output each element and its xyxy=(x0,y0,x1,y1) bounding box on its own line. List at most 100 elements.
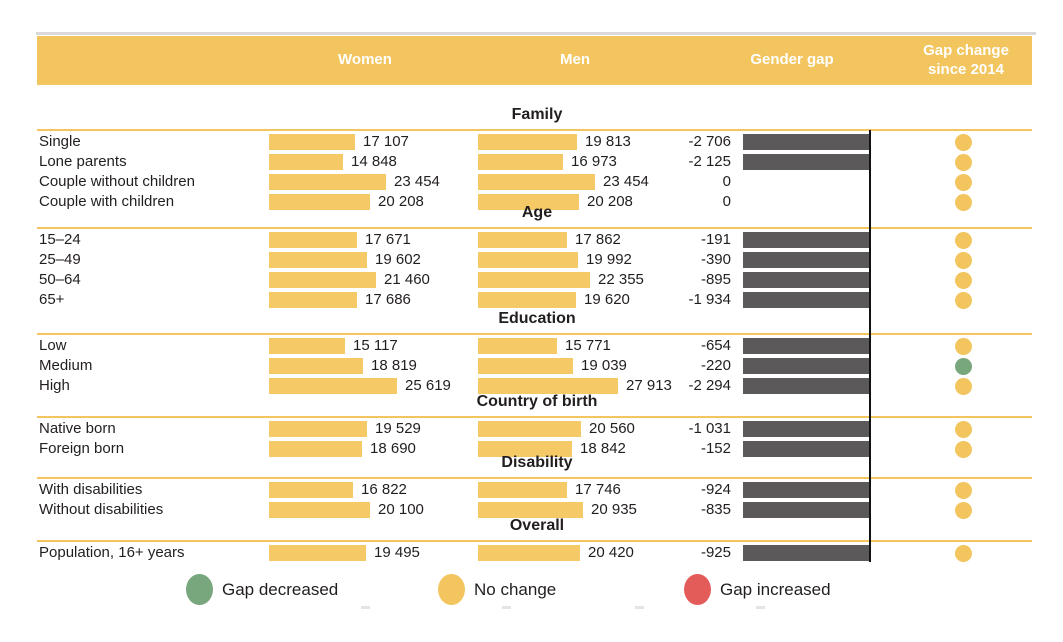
gap-increased-dot-icon xyxy=(684,574,711,605)
men-bar xyxy=(478,441,572,457)
gender-gap-value: -390 xyxy=(700,251,731,268)
column-header-bar xyxy=(37,36,1032,85)
section-title: Overall xyxy=(509,517,565,534)
gender-gap-value: 0 xyxy=(722,173,731,190)
row-label: Low xyxy=(39,337,67,354)
women-bar xyxy=(269,502,370,518)
men-value: 18 842 xyxy=(580,440,626,457)
gap-decreased-dot-icon xyxy=(186,574,213,605)
section-divider xyxy=(37,227,1032,229)
women-value: 17 686 xyxy=(365,291,411,308)
gender-gap-value: -895 xyxy=(700,271,731,288)
men-value: 19 813 xyxy=(585,133,631,150)
men-value: 20 208 xyxy=(587,193,633,210)
section-divider xyxy=(37,129,1032,131)
gap-change-dot xyxy=(955,338,972,355)
gap-change-dot xyxy=(955,358,972,375)
gender-gap-value: -925 xyxy=(700,544,731,561)
men-value: 20 935 xyxy=(591,501,637,518)
gender-gap-value: -2 706 xyxy=(688,133,731,150)
women-value: 23 454 xyxy=(394,173,440,190)
no-change-dot-icon xyxy=(438,574,465,605)
men-value: 19 620 xyxy=(584,291,630,308)
men-bar xyxy=(478,338,557,354)
section-title: Age xyxy=(521,204,553,221)
men-bar xyxy=(478,482,567,498)
section-title: Disability xyxy=(501,454,573,471)
women-bar xyxy=(269,378,397,394)
women-value: 18 690 xyxy=(370,440,416,457)
gap-change-dot xyxy=(955,232,972,249)
gender-gap-value: -1 934 xyxy=(688,291,731,308)
gender-gap-value: -2 294 xyxy=(688,377,731,394)
row-label: Without disabilities xyxy=(39,501,164,518)
column-header-gap-change: Gap change since 2014 xyxy=(923,41,1009,78)
row-label: Couple with children xyxy=(39,193,175,210)
women-bar xyxy=(269,421,367,437)
legend-label: Gap decreased xyxy=(222,580,339,599)
gender-gap-value: 0 xyxy=(722,193,731,210)
men-bar xyxy=(478,292,576,308)
women-value: 19 602 xyxy=(375,251,421,268)
gap-change-dot xyxy=(955,252,972,269)
row-label: 25–49 xyxy=(39,251,81,268)
women-value: 14 848 xyxy=(351,153,397,170)
gap-change-dot xyxy=(955,272,972,289)
men-value: 15 771 xyxy=(565,337,611,354)
gender-gap-value: -191 xyxy=(700,231,731,248)
women-value: 21 460 xyxy=(384,271,430,288)
faint-artifact-dash xyxy=(635,606,644,609)
row-label: Lone parents xyxy=(39,153,127,170)
men-bar xyxy=(478,421,581,437)
gender-gap-bar xyxy=(743,154,869,170)
men-value: 20 420 xyxy=(588,544,634,561)
row-label: Single xyxy=(39,133,81,150)
men-bar xyxy=(478,134,577,150)
gender-gap-value: -152 xyxy=(700,440,731,457)
men-value: 19 039 xyxy=(581,357,627,374)
men-bar xyxy=(478,545,580,561)
gender-gap-bar xyxy=(743,378,869,394)
row-label: Population, 16+ years xyxy=(39,544,185,561)
gender-gap-value: -835 xyxy=(700,501,731,518)
men-value: 23 454 xyxy=(603,173,649,190)
men-value: 20 560 xyxy=(589,420,635,437)
section-title: Country of birth xyxy=(476,393,598,410)
men-value: 17 862 xyxy=(575,231,621,248)
men-bar xyxy=(478,174,595,190)
men-bar xyxy=(478,502,583,518)
women-bar xyxy=(269,272,376,288)
men-value: 27 913 xyxy=(626,377,672,394)
column-header-women: Women xyxy=(338,51,392,69)
women-bar xyxy=(269,252,367,268)
women-value: 17 107 xyxy=(363,133,409,150)
gender-gap-bar xyxy=(743,338,869,354)
women-bar xyxy=(269,292,357,308)
faint-artifact-dash xyxy=(361,606,370,609)
section-divider xyxy=(37,477,1032,479)
men-bar xyxy=(478,272,590,288)
gap-change-dot xyxy=(955,421,972,438)
row-label: 15–24 xyxy=(39,231,81,248)
gender-gap-value: -220 xyxy=(700,357,731,374)
row-label: Medium xyxy=(39,357,93,374)
gender-gap-value: -924 xyxy=(700,481,731,498)
row-label: Foreign born xyxy=(39,440,125,457)
gender-gap-bar xyxy=(743,502,869,518)
gender-gap-bar xyxy=(743,272,869,288)
gender-gap-bar xyxy=(743,421,869,437)
section-title: Education xyxy=(498,310,576,327)
women-bar xyxy=(269,174,386,190)
gender-gap-bar xyxy=(743,292,869,308)
gap-change-dot xyxy=(955,502,972,519)
gap-change-dot xyxy=(955,378,972,395)
women-bar xyxy=(269,482,353,498)
section-divider xyxy=(37,333,1032,335)
women-bar xyxy=(269,338,345,354)
women-bar xyxy=(269,441,362,457)
legend-label: No change xyxy=(474,580,557,599)
women-value: 19 495 xyxy=(374,544,420,561)
women-bar xyxy=(269,545,366,561)
row-label: 65+ xyxy=(39,291,65,308)
gap-change-dot xyxy=(955,194,972,211)
